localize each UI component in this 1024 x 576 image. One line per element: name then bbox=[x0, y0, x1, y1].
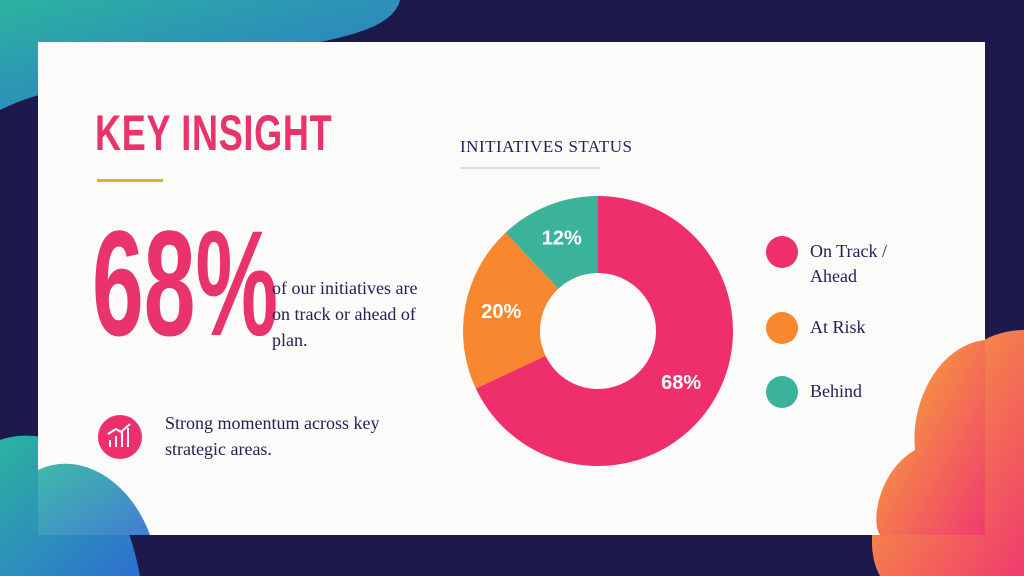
legend-label: At Risk bbox=[810, 317, 866, 337]
note: Strong momentum across key strategic are… bbox=[165, 413, 380, 459]
slice-label: 20% bbox=[481, 301, 521, 323]
stat-text: of our initiatives are on track or ahead… bbox=[272, 278, 418, 350]
chart-title-underline bbox=[460, 167, 600, 169]
slice-label: 12% bbox=[542, 228, 582, 250]
big-stat: 68% bbox=[92, 199, 279, 367]
legend-swatch bbox=[766, 376, 798, 408]
blob bbox=[38, 463, 150, 535]
chart-title: INITIATIVES STATUS bbox=[460, 137, 633, 156]
legend-swatch bbox=[766, 312, 798, 344]
title: KEY INSIGHT bbox=[95, 105, 333, 161]
legend-swatch bbox=[766, 236, 798, 268]
legend-label: On Track / Ahead bbox=[810, 241, 888, 286]
slice-label: 68% bbox=[661, 372, 701, 394]
title-underline bbox=[97, 179, 163, 182]
icon bbox=[98, 415, 142, 459]
slice bbox=[463, 232, 559, 389]
blob bbox=[876, 340, 985, 535]
icon-glyph bbox=[107, 423, 131, 447]
slice bbox=[475, 196, 733, 466]
slice bbox=[505, 196, 598, 289]
legend-label: Behind bbox=[810, 381, 862, 401]
